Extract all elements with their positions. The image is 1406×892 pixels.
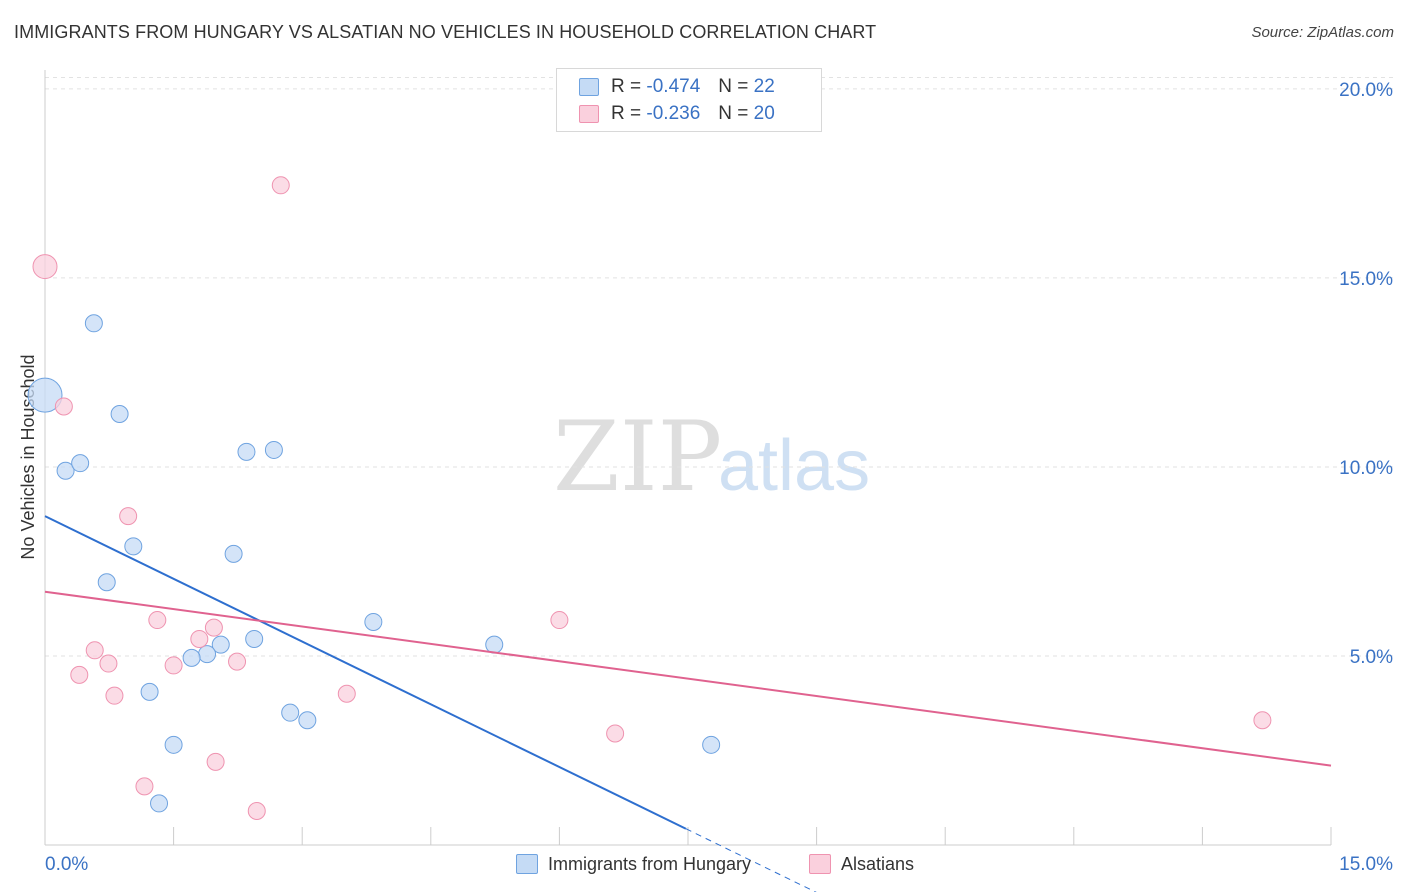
alsatians-point: [85, 641, 104, 660]
alsatians-point: [164, 656, 183, 675]
alsatians-point: [228, 652, 247, 671]
watermark-atlas: atlas: [718, 426, 870, 506]
legend-label-alsatians: Alsatians: [841, 853, 915, 874]
watermark-zip: ZIP: [553, 401, 722, 513]
r-value: -0.236: [646, 103, 701, 124]
hungary-point: [84, 314, 103, 333]
alsatians-point: [247, 801, 266, 820]
r-label: R =: [611, 103, 642, 124]
x-tick-label-max: 15.0%: [1339, 854, 1393, 875]
hungary-point: [27, 377, 63, 413]
hungary-point: [150, 794, 169, 813]
legend-item-hungary: Immigrants from Hungary: [516, 852, 751, 876]
hungary-point: [702, 735, 721, 754]
hungary-point: [224, 544, 243, 563]
hungary-point: [211, 635, 230, 654]
alsatians-point: [206, 752, 225, 771]
alsatians-point: [204, 618, 223, 637]
alsatians-legend-swatch: [809, 854, 831, 874]
n-value: 20: [753, 103, 775, 124]
alsatians-point: [99, 654, 118, 673]
stats-legend: R = -0.474 N = 22 R = -0.236 N = 20: [556, 68, 822, 132]
r-label: R =: [611, 76, 642, 97]
alsatians-swatch: [579, 105, 599, 123]
r-value: -0.474: [646, 76, 701, 97]
alsatians-point: [190, 629, 209, 648]
y-tick-label: 20.0%: [1339, 80, 1393, 101]
hungary-point: [264, 440, 283, 459]
hungary-point: [237, 442, 256, 461]
hungary-point: [97, 573, 116, 592]
alsatians-trendline: [44, 590, 1332, 767]
y-tick-label: 5.0%: [1350, 647, 1393, 668]
hungary-trendline: [44, 515, 687, 830]
n-label: N =: [718, 103, 749, 124]
legend-item-alsatians: Alsatians: [809, 852, 914, 876]
stats-legend-row-hungary: R = -0.474 N = 22: [579, 74, 775, 100]
alsatians-point: [148, 611, 167, 630]
hungary-point: [198, 645, 217, 664]
alsatians-point: [271, 176, 290, 195]
alsatians-point: [70, 665, 89, 684]
n-value: 22: [753, 76, 775, 97]
alsatians-point: [337, 684, 356, 703]
y-tick-label: 10.0%: [1339, 458, 1393, 479]
hungary-point: [281, 703, 300, 722]
alsatians-point: [54, 397, 73, 416]
n-label: N =: [718, 76, 749, 97]
y-tick-label: 15.0%: [1339, 269, 1393, 290]
alsatians-point: [105, 686, 124, 705]
hungary-point: [140, 682, 159, 701]
hungary-point: [71, 454, 90, 473]
x-tick-label-min: 0.0%: [45, 854, 88, 875]
hungary-point: [124, 537, 143, 556]
hungary-point: [164, 735, 183, 754]
hungary-point: [364, 612, 383, 631]
hungary-point: [298, 711, 317, 730]
hungary-point: [56, 461, 75, 480]
source-label: Source: ZipAtlas.com: [1251, 24, 1394, 41]
hungary-point: [485, 635, 504, 654]
alsatians-point: [119, 507, 138, 526]
alsatians-point: [606, 724, 625, 743]
alsatians-point: [550, 611, 569, 630]
alsatians-point: [32, 254, 58, 280]
hungary-point: [182, 648, 201, 667]
hungary-point: [245, 629, 264, 648]
legend-label-hungary: Immigrants from Hungary: [548, 853, 752, 874]
hungary-legend-swatch: [516, 854, 538, 874]
hungary-point: [110, 405, 129, 424]
stats-legend-row-alsatians: R = -0.236 N = 20: [579, 101, 775, 127]
hungary-swatch: [579, 78, 599, 96]
chart-title: IMMIGRANTS FROM HUNGARY VS ALSATIAN NO V…: [14, 22, 877, 42]
alsatians-point: [1253, 711, 1272, 730]
alsatians-point: [135, 777, 154, 796]
